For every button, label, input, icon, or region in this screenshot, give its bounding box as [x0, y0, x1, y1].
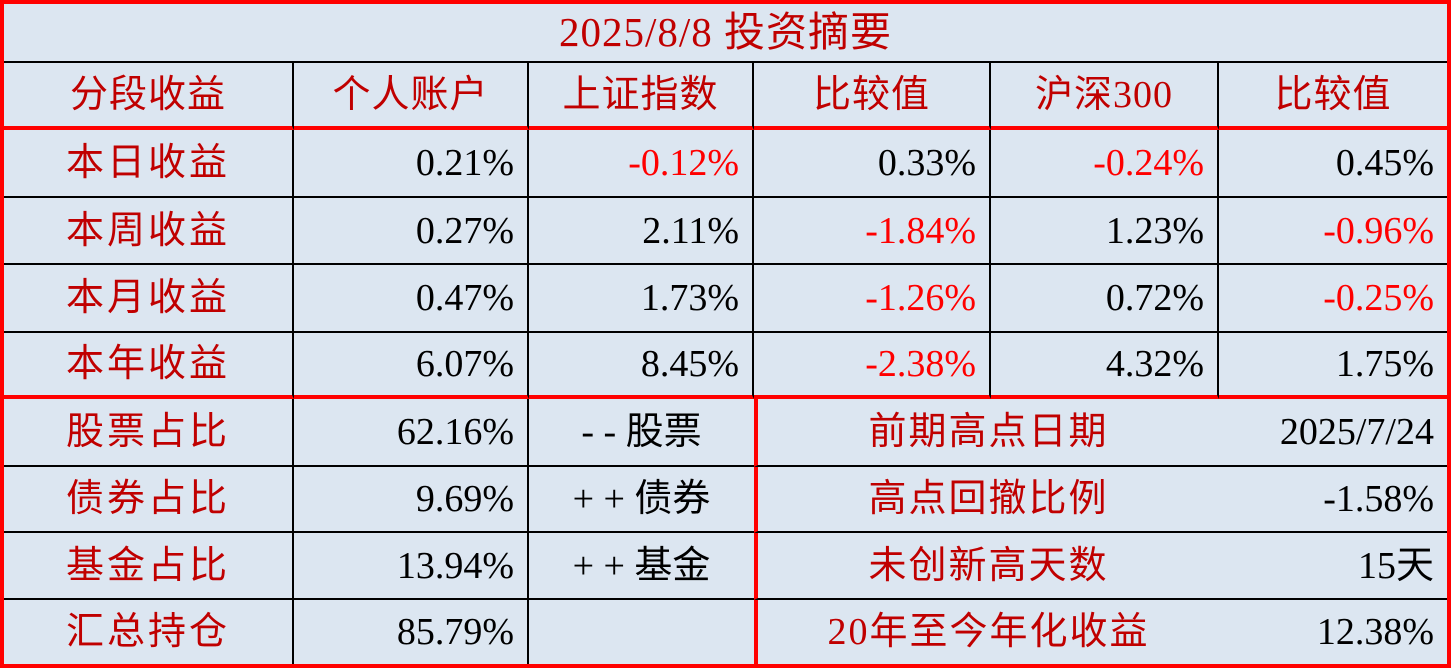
value-cell: -0.24% [991, 130, 1219, 198]
table-title: 2025/8/8 投资摘要 [4, 4, 1447, 63]
row-label-bond-share: 债券占比 [4, 467, 294, 533]
value-cell: 0.27% [294, 198, 529, 265]
value-cell: -0.12% [529, 130, 754, 198]
value-cell: 0.33% [754, 130, 991, 198]
stat-value-cell: 2025/7/24 [1219, 399, 1447, 467]
value-cell: 4.32% [991, 333, 1219, 399]
value-cell: 8.45% [529, 333, 754, 399]
note-cell-fund: + + 基金 [529, 533, 754, 600]
stat-label-days-without-new-high: 未创新高天数 [754, 533, 1219, 600]
stat-value-cell: 12.38% [1316, 611, 1434, 653]
value-cell: 85.79% [294, 600, 529, 664]
row-label-weekly-return: 本周收益 [4, 198, 294, 265]
value-cell: 0.45% [1219, 130, 1447, 198]
row-label-fund-share: 基金占比 [4, 533, 294, 600]
value-cell: 0.47% [294, 265, 529, 333]
value-cell: 6.07% [294, 333, 529, 399]
value-cell: -0.96% [1219, 198, 1447, 265]
note-cell-stock: - - 股票 [529, 399, 754, 467]
stat-label-annualized-return: 20年至今年化收益 [754, 600, 1219, 664]
value-cell: 1.73% [529, 265, 754, 333]
row-label-ytd-return: 本年收益 [4, 333, 294, 399]
value-cell: 13.94% [294, 533, 529, 600]
stat-label-prior-high-date: 前期高点日期 [754, 399, 1219, 467]
value-cell: 2.11% [529, 198, 754, 265]
value-cell: -2.38% [754, 333, 991, 399]
value-cell: 9.69% [294, 467, 529, 533]
row-label-stock-share: 股票占比 [4, 399, 294, 467]
col-header-segment-return: 分段收益 [4, 63, 294, 130]
col-header-sse-index: 上证指数 [529, 63, 754, 130]
note-cell-bond: + + 债券 [529, 467, 754, 533]
row-label-daily-return: 本日收益 [4, 130, 294, 198]
col-header-personal-account: 个人账户 [294, 63, 529, 130]
value-cell: -1.84% [754, 198, 991, 265]
col-header-compare-1: 比较值 [754, 63, 991, 130]
stat-value-cell: 15天 [1219, 533, 1447, 600]
row-label-monthly-return: 本月收益 [4, 265, 294, 333]
value-cell: 1.23% [991, 198, 1219, 265]
row-label-total-position: 汇总持仓 [4, 600, 294, 664]
value-cell: -1.26% [754, 265, 991, 333]
value-cell: 62.16% [294, 399, 529, 467]
value-cell: 0.21% [294, 130, 529, 198]
stat-label-drawdown-ratio: 高点回撤比例 [754, 467, 1219, 533]
note-cell-empty [529, 600, 754, 664]
col-header-compare-2: 比较值 [1219, 63, 1447, 130]
stat-value-cell: -1.58% [1219, 467, 1447, 533]
value-cell: 0.72% [991, 265, 1219, 333]
value-cell: -0.25% [1219, 265, 1447, 333]
value-cell: 1.75% [1219, 333, 1447, 399]
col-header-csi300: 沪深300 [991, 63, 1219, 130]
